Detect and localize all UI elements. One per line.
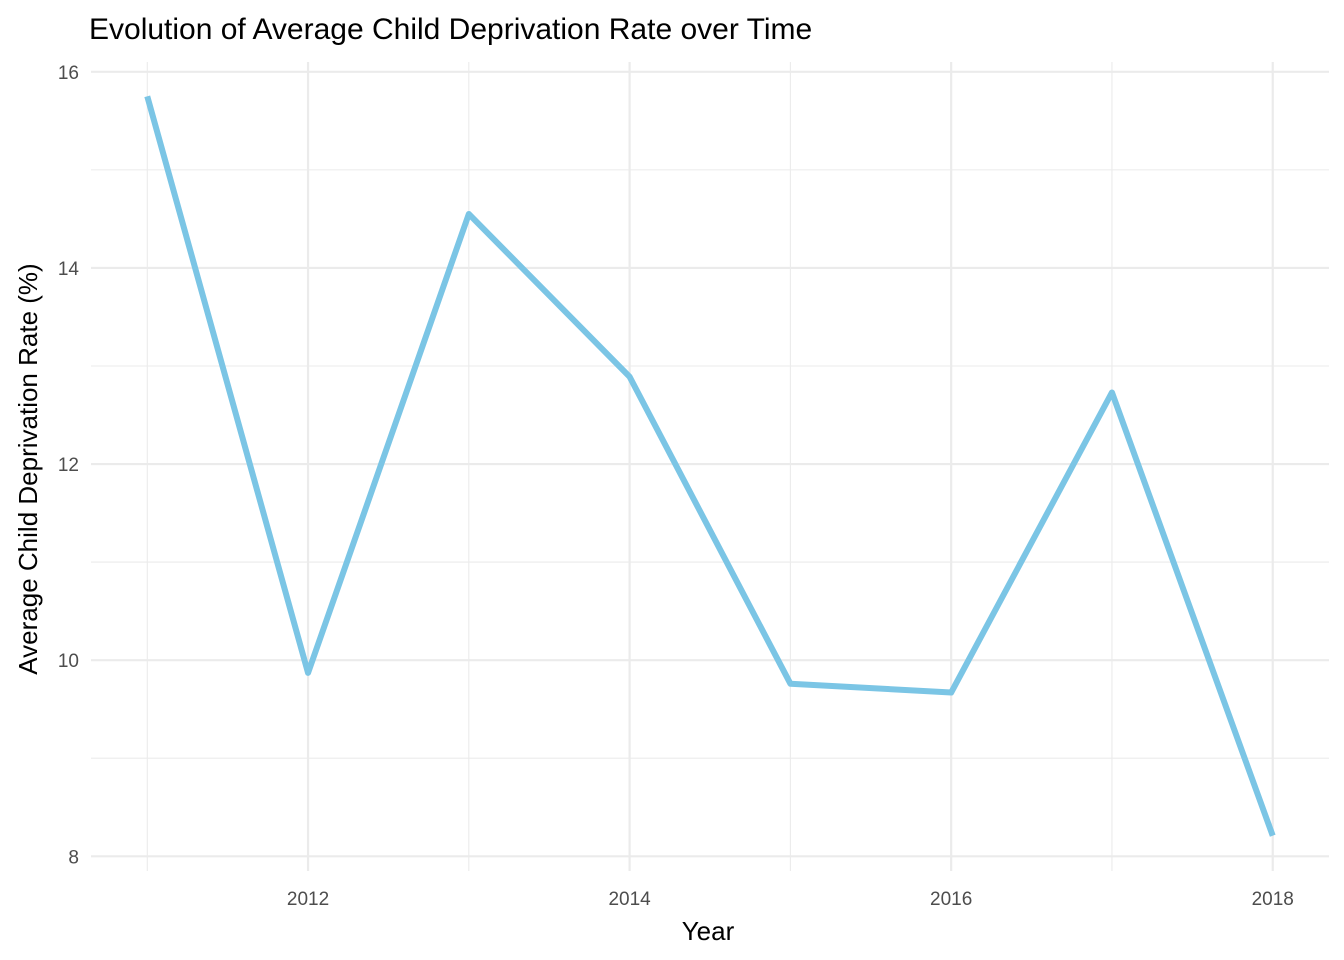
- series-layer: [144, 95, 1276, 837]
- y-axis-title: Average Child Deprivation Rate (%): [13, 263, 43, 674]
- chart-title: Evolution of Average Child Deprivation R…: [89, 13, 812, 46]
- x-axis-title: Year: [682, 916, 735, 946]
- y-tick-label: 16: [58, 63, 79, 84]
- y-tick-label: 8: [68, 847, 79, 868]
- x-tick-label: 2018: [1252, 889, 1294, 910]
- grid-lines: [91, 62, 1329, 871]
- y-tick-label: 14: [58, 259, 80, 280]
- y-tick-label: 12: [58, 455, 79, 476]
- x-tick-label: 2014: [608, 889, 651, 910]
- x-tick-label: 2016: [930, 889, 972, 910]
- x-tick-label: 2012: [287, 889, 329, 910]
- x-axis-tick-labels: 2012 2014 2016 2018: [287, 889, 1294, 910]
- y-axis-tick-labels: 8 10 12 14 16: [58, 63, 80, 868]
- series-line: [144, 95, 1276, 837]
- y-tick-label: 10: [58, 651, 79, 672]
